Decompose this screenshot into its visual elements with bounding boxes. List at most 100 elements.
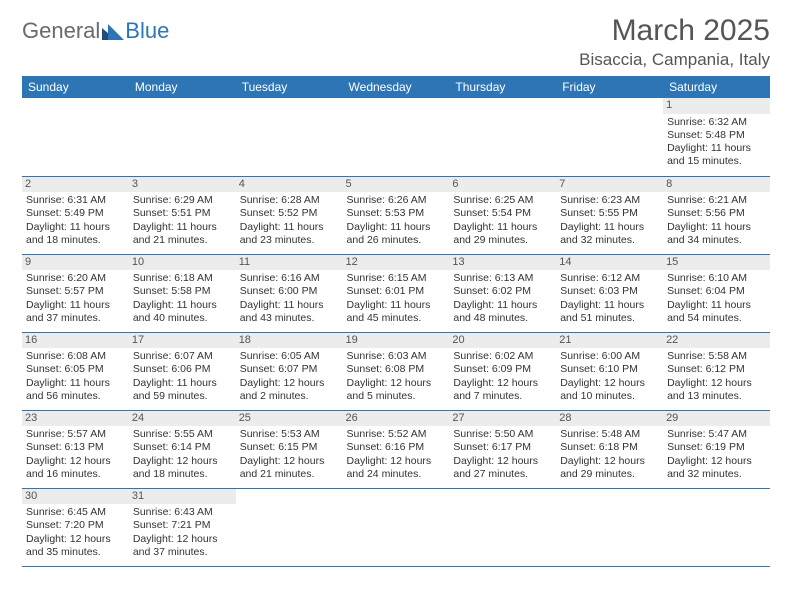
- sunrise-text: Sunrise: 6:18 AM: [133, 272, 232, 285]
- sunrise-text: Sunrise: 6:25 AM: [453, 194, 552, 207]
- sunrise-text: Sunrise: 6:26 AM: [347, 194, 446, 207]
- sunrise-text: Sunrise: 6:32 AM: [667, 116, 766, 129]
- sunrise-text: Sunrise: 6:10 AM: [667, 272, 766, 285]
- daylight-text: Daylight: 12 hours and 5 minutes.: [347, 377, 446, 403]
- sunset-text: Sunset: 6:09 PM: [453, 363, 552, 376]
- day-cell: 14Sunrise: 6:12 AMSunset: 6:03 PMDayligh…: [556, 254, 663, 332]
- sunrise-text: Sunrise: 5:52 AM: [347, 428, 446, 441]
- sunset-text: Sunset: 5:57 PM: [26, 285, 125, 298]
- daylight-text: Daylight: 12 hours and 21 minutes.: [240, 455, 339, 481]
- day-number: 16: [22, 333, 129, 349]
- col-tuesday: Tuesday: [236, 76, 343, 98]
- sunrise-text: Sunrise: 6:02 AM: [453, 350, 552, 363]
- day-number: 4: [236, 177, 343, 193]
- day-number: 23: [22, 411, 129, 427]
- daylight-text: Daylight: 12 hours and 13 minutes.: [667, 377, 766, 403]
- sunrise-text: Sunrise: 6:21 AM: [667, 194, 766, 207]
- day-cell: [663, 488, 770, 566]
- daylight-text: Daylight: 12 hours and 2 minutes.: [240, 377, 339, 403]
- week-row: 2Sunrise: 6:31 AMSunset: 5:49 PMDaylight…: [22, 176, 770, 254]
- day-number: 13: [449, 255, 556, 271]
- sunset-text: Sunset: 6:03 PM: [560, 285, 659, 298]
- sunset-text: Sunset: 6:10 PM: [560, 363, 659, 376]
- daylight-text: Daylight: 11 hours and 26 minutes.: [347, 221, 446, 247]
- day-header-row: Sunday Monday Tuesday Wednesday Thursday…: [22, 76, 770, 98]
- day-number: 18: [236, 333, 343, 349]
- sunset-text: Sunset: 6:07 PM: [240, 363, 339, 376]
- sunset-text: Sunset: 6:14 PM: [133, 441, 232, 454]
- day-number: 2: [22, 177, 129, 193]
- week-row: 9Sunrise: 6:20 AMSunset: 5:57 PMDaylight…: [22, 254, 770, 332]
- day-cell: 17Sunrise: 6:07 AMSunset: 6:06 PMDayligh…: [129, 332, 236, 410]
- sunset-text: Sunset: 6:01 PM: [347, 285, 446, 298]
- week-row: 23Sunrise: 5:57 AMSunset: 6:13 PMDayligh…: [22, 410, 770, 488]
- daylight-text: Daylight: 11 hours and 59 minutes.: [133, 377, 232, 403]
- col-wednesday: Wednesday: [343, 76, 450, 98]
- week-row: 1Sunrise: 6:32 AMSunset: 5:48 PMDaylight…: [22, 98, 770, 176]
- sunset-text: Sunset: 5:48 PM: [667, 129, 766, 142]
- day-cell: [22, 98, 129, 176]
- sunrise-text: Sunrise: 5:58 AM: [667, 350, 766, 363]
- sunset-text: Sunset: 6:13 PM: [26, 441, 125, 454]
- day-cell: 23Sunrise: 5:57 AMSunset: 6:13 PMDayligh…: [22, 410, 129, 488]
- daylight-text: Daylight: 12 hours and 24 minutes.: [347, 455, 446, 481]
- sunset-text: Sunset: 6:06 PM: [133, 363, 232, 376]
- day-number: 26: [343, 411, 450, 427]
- day-cell: 13Sunrise: 6:13 AMSunset: 6:02 PMDayligh…: [449, 254, 556, 332]
- day-number: 11: [236, 255, 343, 271]
- sunrise-text: Sunrise: 6:13 AM: [453, 272, 552, 285]
- day-cell: 19Sunrise: 6:03 AMSunset: 6:08 PMDayligh…: [343, 332, 450, 410]
- sunset-text: Sunset: 6:17 PM: [453, 441, 552, 454]
- sunset-text: Sunset: 6:19 PM: [667, 441, 766, 454]
- day-number: 8: [663, 177, 770, 193]
- day-cell: 21Sunrise: 6:00 AMSunset: 6:10 PMDayligh…: [556, 332, 663, 410]
- day-cell: [129, 98, 236, 176]
- day-cell: [236, 488, 343, 566]
- day-number: 3: [129, 177, 236, 193]
- sunrise-text: Sunrise: 6:28 AM: [240, 194, 339, 207]
- sunrise-text: Sunrise: 6:15 AM: [347, 272, 446, 285]
- day-number: 6: [449, 177, 556, 193]
- sunset-text: Sunset: 5:56 PM: [667, 207, 766, 220]
- day-cell: 4Sunrise: 6:28 AMSunset: 5:52 PMDaylight…: [236, 176, 343, 254]
- day-number: 25: [236, 411, 343, 427]
- sunrise-text: Sunrise: 6:08 AM: [26, 350, 125, 363]
- sunset-text: Sunset: 5:52 PM: [240, 207, 339, 220]
- daylight-text: Daylight: 12 hours and 16 minutes.: [26, 455, 125, 481]
- daylight-text: Daylight: 12 hours and 29 minutes.: [560, 455, 659, 481]
- daylight-text: Daylight: 12 hours and 7 minutes.: [453, 377, 552, 403]
- col-saturday: Saturday: [663, 76, 770, 98]
- day-cell: 24Sunrise: 5:55 AMSunset: 6:14 PMDayligh…: [129, 410, 236, 488]
- daylight-text: Daylight: 11 hours and 54 minutes.: [667, 299, 766, 325]
- day-number: 7: [556, 177, 663, 193]
- daylight-text: Daylight: 11 hours and 37 minutes.: [26, 299, 125, 325]
- sunset-text: Sunset: 6:05 PM: [26, 363, 125, 376]
- daylight-text: Daylight: 12 hours and 32 minutes.: [667, 455, 766, 481]
- day-cell: 25Sunrise: 5:53 AMSunset: 6:15 PMDayligh…: [236, 410, 343, 488]
- daylight-text: Daylight: 11 hours and 51 minutes.: [560, 299, 659, 325]
- sunset-text: Sunset: 6:02 PM: [453, 285, 552, 298]
- sunset-text: Sunset: 7:21 PM: [133, 519, 232, 532]
- day-number: 1: [663, 98, 770, 114]
- day-number: 20: [449, 333, 556, 349]
- day-cell: 26Sunrise: 5:52 AMSunset: 6:16 PMDayligh…: [343, 410, 450, 488]
- sunset-text: Sunset: 6:04 PM: [667, 285, 766, 298]
- day-cell: 11Sunrise: 6:16 AMSunset: 6:00 PMDayligh…: [236, 254, 343, 332]
- sunrise-text: Sunrise: 6:31 AM: [26, 194, 125, 207]
- daylight-text: Daylight: 11 hours and 56 minutes.: [26, 377, 125, 403]
- day-cell: [449, 488, 556, 566]
- sunrise-text: Sunrise: 6:45 AM: [26, 506, 125, 519]
- day-cell: 30Sunrise: 6:45 AMSunset: 7:20 PMDayligh…: [22, 488, 129, 566]
- day-cell: 1Sunrise: 6:32 AMSunset: 5:48 PMDaylight…: [663, 98, 770, 176]
- col-sunday: Sunday: [22, 76, 129, 98]
- sunset-text: Sunset: 7:20 PM: [26, 519, 125, 532]
- sunset-text: Sunset: 6:15 PM: [240, 441, 339, 454]
- day-cell: 29Sunrise: 5:47 AMSunset: 6:19 PMDayligh…: [663, 410, 770, 488]
- sunset-text: Sunset: 5:51 PM: [133, 207, 232, 220]
- day-cell: 20Sunrise: 6:02 AMSunset: 6:09 PMDayligh…: [449, 332, 556, 410]
- daylight-text: Daylight: 12 hours and 10 minutes.: [560, 377, 659, 403]
- day-number: 30: [22, 489, 129, 505]
- sunrise-text: Sunrise: 6:05 AM: [240, 350, 339, 363]
- sunrise-text: Sunrise: 5:50 AM: [453, 428, 552, 441]
- day-cell: 5Sunrise: 6:26 AMSunset: 5:53 PMDaylight…: [343, 176, 450, 254]
